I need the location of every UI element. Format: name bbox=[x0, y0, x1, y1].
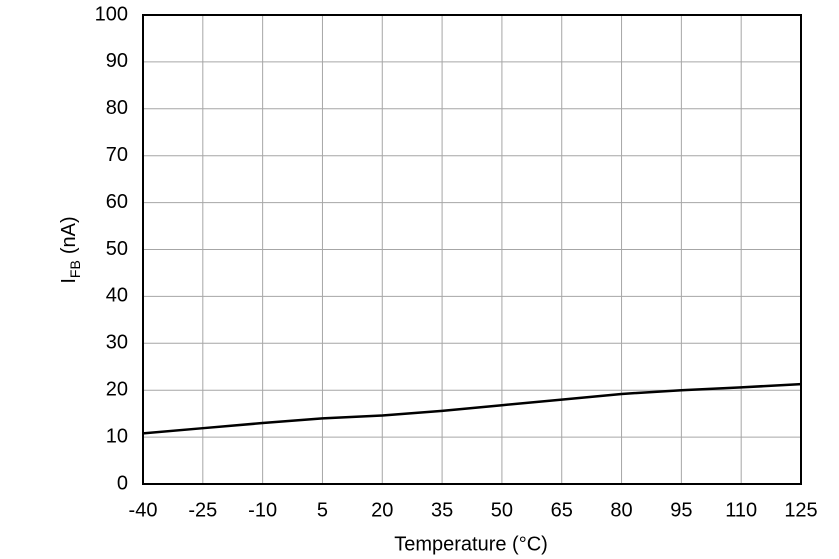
x-tick-label: 110 bbox=[725, 499, 757, 521]
y-tick-label: 30 bbox=[106, 332, 128, 354]
y-tick-label: 70 bbox=[106, 144, 128, 166]
y-label-main: I bbox=[58, 278, 80, 284]
x-tick-label: 65 bbox=[551, 499, 573, 521]
x-tick-label: 50 bbox=[491, 499, 513, 521]
y-label-sub: FB bbox=[67, 260, 83, 278]
y-tick-label: 50 bbox=[106, 238, 128, 260]
y-tick-label: 20 bbox=[106, 378, 128, 400]
y-tick-label: 40 bbox=[106, 285, 128, 307]
plot-frame bbox=[142, 14, 802, 485]
x-tick-label: -25 bbox=[188, 499, 217, 521]
y-tick-label: 10 bbox=[106, 425, 128, 447]
y-label-unit: (nA) bbox=[58, 216, 80, 254]
y-tick-label: 0 bbox=[117, 472, 128, 494]
x-tick-label: 80 bbox=[610, 499, 632, 521]
x-axis-label: Temperature (°C) bbox=[394, 533, 548, 555]
x-tick-label: 95 bbox=[670, 499, 692, 521]
x-tick-label: 20 bbox=[371, 499, 393, 521]
x-tick-label: 35 bbox=[431, 499, 453, 521]
x-tick-label: 125 bbox=[784, 499, 817, 521]
x-tick-label: 5 bbox=[317, 499, 328, 521]
x-tick-label: -10 bbox=[248, 499, 277, 521]
y-tick-label: 60 bbox=[106, 191, 128, 213]
data-line bbox=[142, 382, 802, 435]
y-tick-label: 100 bbox=[95, 3, 128, 25]
y-tick-label: 80 bbox=[106, 97, 128, 119]
y-tick-label: 90 bbox=[106, 50, 128, 72]
y-axis-label: IFB (nA) bbox=[58, 216, 82, 283]
x-tick-label: -40 bbox=[129, 499, 158, 521]
